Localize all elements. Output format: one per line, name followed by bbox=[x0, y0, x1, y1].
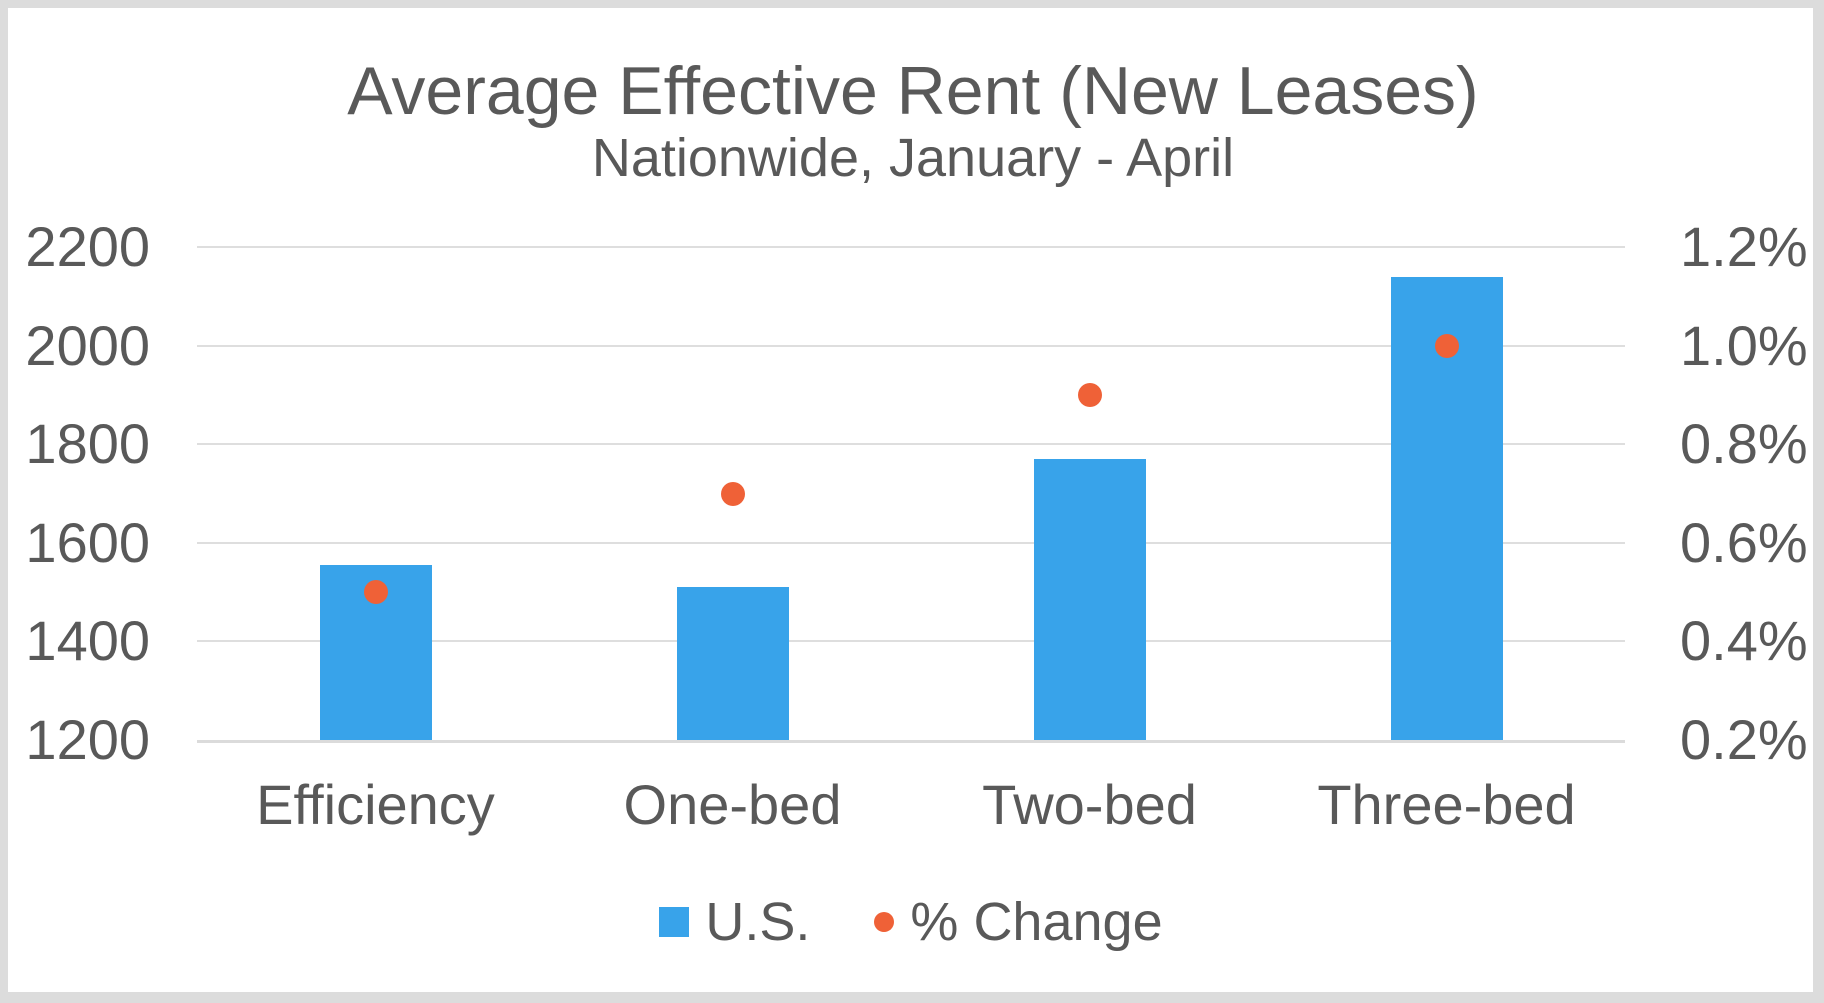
legend: U.S. % Change bbox=[197, 892, 1625, 952]
right-axis-tick: 0.6% bbox=[1680, 510, 1808, 574]
legend-item-us: U.S. bbox=[659, 891, 810, 953]
x-axis-line bbox=[197, 740, 1625, 743]
right-axis-tick: 0.4% bbox=[1680, 609, 1808, 673]
category-label-one-bed: One-bed bbox=[623, 773, 842, 836]
bar-us-two-bed bbox=[1033, 458, 1146, 740]
pct-change-dot-one-bed bbox=[720, 481, 745, 506]
left-axis-tick: 1400 bbox=[25, 609, 150, 673]
right-axis-tick: 0.2% bbox=[1680, 708, 1808, 771]
gridline bbox=[197, 640, 1625, 643]
chart-subtitle: Nationwide, January - April bbox=[591, 128, 1235, 188]
pct-change-dot-two-bed bbox=[1077, 382, 1102, 407]
left-axis-tick: 1600 bbox=[25, 510, 150, 574]
legend-label: U.S. bbox=[705, 892, 811, 952]
chart-title: Average Effective Rent (New Leases) bbox=[347, 53, 1479, 129]
right-axis-tick: 0.8% bbox=[1680, 412, 1808, 476]
gridline bbox=[197, 443, 1625, 446]
left-axis-tick: 2200 bbox=[25, 215, 150, 278]
category-label-efficiency: Efficiency bbox=[256, 773, 495, 836]
legend-dot-icon bbox=[874, 912, 895, 932]
legend-label: % Change bbox=[910, 892, 1163, 952]
right-axis-tick: 1.0% bbox=[1680, 313, 1808, 377]
legend-item-pct-change: % Change bbox=[874, 891, 1163, 953]
right-axis-tick: 1.2% bbox=[1680, 215, 1808, 278]
gridline bbox=[197, 246, 1625, 248]
bar-us-one-bed bbox=[676, 587, 789, 740]
category-label-two-bed: Two-bed bbox=[982, 773, 1197, 836]
chart-panel: Average Effective Rent (New Leases) Nati… bbox=[8, 8, 1813, 992]
left-axis-tick: 1800 bbox=[25, 412, 150, 476]
pct-change-dot-three-bed bbox=[1434, 333, 1459, 358]
pct-change-dot-efficiency bbox=[363, 580, 388, 605]
gridline bbox=[197, 344, 1625, 347]
gridline bbox=[197, 541, 1625, 544]
legend-square-icon bbox=[659, 907, 690, 937]
left-axis-tick: 1200 bbox=[25, 708, 150, 771]
left-axis-tick: 2000 bbox=[25, 313, 150, 377]
category-label-three-bed: Three-bed bbox=[1317, 773, 1576, 836]
